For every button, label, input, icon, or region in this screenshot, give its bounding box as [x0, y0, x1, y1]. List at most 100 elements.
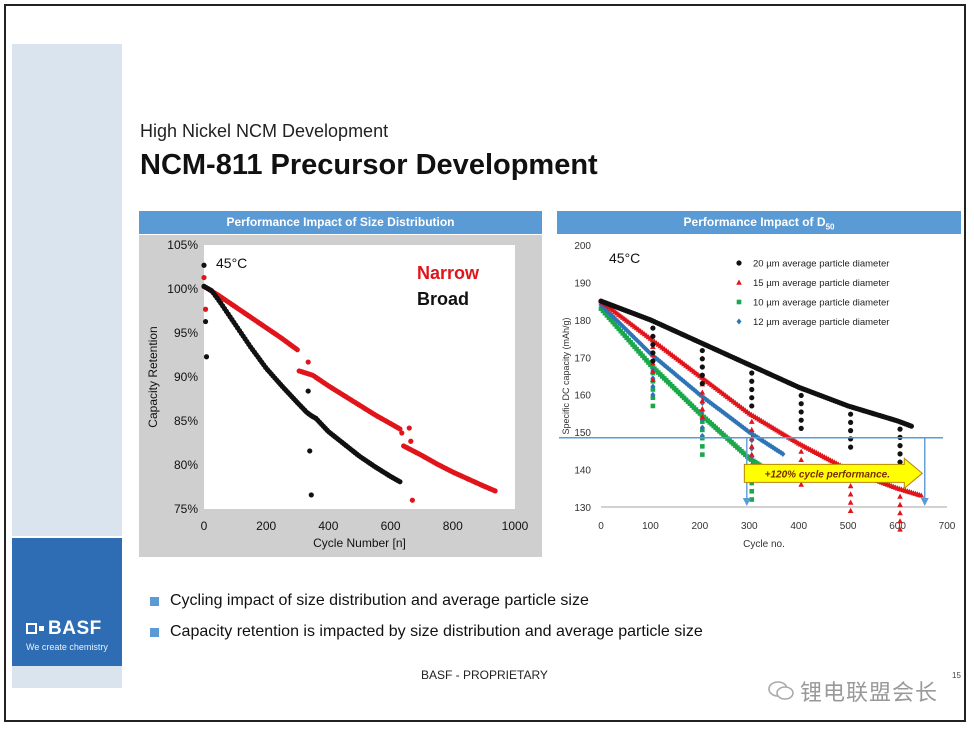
watermark-text: 锂电联盟会长 — [800, 680, 939, 705]
outlier-point — [305, 388, 311, 394]
x-tick-label: 400 — [790, 521, 807, 532]
data-point — [632, 334, 638, 341]
chat-bubble-icon — [768, 680, 794, 708]
data-point — [643, 346, 649, 353]
basf-logo: BASF — [26, 618, 102, 640]
y-axis-label: Capacity Retention — [146, 326, 160, 427]
data-point — [728, 415, 734, 422]
data-point — [699, 364, 705, 370]
data-point — [749, 386, 755, 393]
data-point — [697, 391, 703, 398]
data-point — [650, 403, 656, 409]
data-point — [897, 509, 903, 516]
data-point — [760, 438, 766, 445]
temperature-annotation: 45°C — [216, 255, 247, 271]
legend-label: 12 µm average particle diameter — [753, 317, 889, 328]
x-tick-label: 0 — [598, 521, 604, 532]
data-point — [847, 491, 854, 497]
data-point — [671, 370, 677, 377]
outlier-point — [408, 438, 414, 444]
outlier-point — [202, 306, 209, 312]
y-tick-label: 150 — [574, 428, 591, 439]
slide-frame — [4, 4, 966, 722]
data-point — [736, 421, 742, 428]
outlier-point — [305, 359, 311, 365]
x-tick-label: 600 — [381, 519, 401, 533]
x-tick-label: 1000 — [502, 519, 529, 533]
data-point — [897, 443, 903, 449]
y-tick-label: 160 — [574, 391, 591, 402]
logo-text: BASF — [48, 618, 102, 639]
left-accent-bar-bottom — [12, 666, 122, 688]
y-tick-label: 100% — [167, 282, 198, 296]
performance-arrow-icon — [743, 457, 924, 490]
data-point — [776, 448, 782, 455]
data-point — [736, 299, 742, 305]
data-point — [748, 443, 755, 449]
x-tick-label: 600 — [889, 521, 906, 532]
right-panel-header: Performance Impact of D50 — [557, 211, 961, 234]
data-point — [798, 448, 804, 454]
data-point — [897, 526, 903, 532]
data-point — [397, 426, 403, 432]
data-point — [749, 378, 755, 384]
data-point — [798, 392, 804, 399]
series-3 — [598, 301, 786, 477]
data-point — [612, 315, 618, 322]
legend-label: 10 µm average particle diameter — [753, 298, 889, 309]
data-point — [908, 423, 915, 429]
x-tick-label: 0 — [201, 519, 208, 533]
data-point — [749, 370, 755, 376]
y-tick-label: 105% — [167, 238, 198, 252]
data-point — [650, 368, 656, 374]
data-point — [749, 488, 755, 494]
data-point — [650, 376, 656, 382]
bullet-item: Capacity retention is impacted by size d… — [150, 623, 703, 641]
footer-label: BASF - PROPRIETARY — [421, 668, 548, 682]
arrowhead-icon — [920, 498, 929, 506]
legend-item: 10 µm average particle diameter — [736, 298, 889, 309]
size-distribution-chart: 75% 80% 85% 90% 95% 100% 105% 0 200 400 600 800 1000… — [139, 235, 542, 557]
data-point — [736, 279, 742, 285]
data-point — [608, 311, 614, 318]
slide-subtitle: High Nickel NCM Development — [140, 121, 389, 141]
outlier-point — [201, 262, 207, 268]
data-point — [780, 450, 786, 457]
data-point — [848, 411, 854, 417]
data-point — [798, 481, 804, 487]
outlier-point — [202, 318, 209, 325]
temperature-annotation: 45°C — [609, 250, 640, 266]
y-tick-label: 130 — [574, 503, 591, 514]
data-point — [606, 309, 612, 316]
data-point — [738, 423, 744, 430]
data-point — [721, 409, 727, 416]
data-point — [683, 380, 689, 387]
data-point — [655, 357, 661, 364]
outlier-point — [409, 497, 415, 503]
y-tick-label: 200 — [574, 241, 591, 252]
data-point — [897, 459, 903, 465]
data-point — [650, 325, 656, 331]
y-tick-label: 190 — [574, 278, 591, 289]
data-point — [847, 483, 854, 489]
data-point — [679, 376, 685, 383]
data-point — [705, 397, 711, 404]
data-point — [667, 367, 673, 374]
x-axis-label: Cycle no. — [743, 539, 785, 550]
y-tick-label: 75% — [174, 502, 198, 516]
data-point — [897, 501, 903, 507]
x-axis-label: Cycle Number [n] — [313, 536, 406, 550]
logo-dot-icon — [39, 626, 44, 632]
y-tick-label: 80% — [174, 458, 198, 472]
x-tick-label: 100 — [642, 521, 659, 532]
data-point — [616, 319, 622, 326]
data-point — [620, 323, 626, 330]
left-accent-bar — [12, 44, 122, 536]
data-point — [699, 397, 706, 403]
left-panel-header: Performance Impact of Size Distribution — [139, 211, 542, 234]
y-tick-label: 180 — [574, 316, 591, 327]
series-broad — [201, 283, 403, 485]
outlier-point — [307, 448, 313, 454]
right-panel-header-text: Performance Impact of D — [683, 215, 826, 229]
data-point — [650, 391, 656, 398]
